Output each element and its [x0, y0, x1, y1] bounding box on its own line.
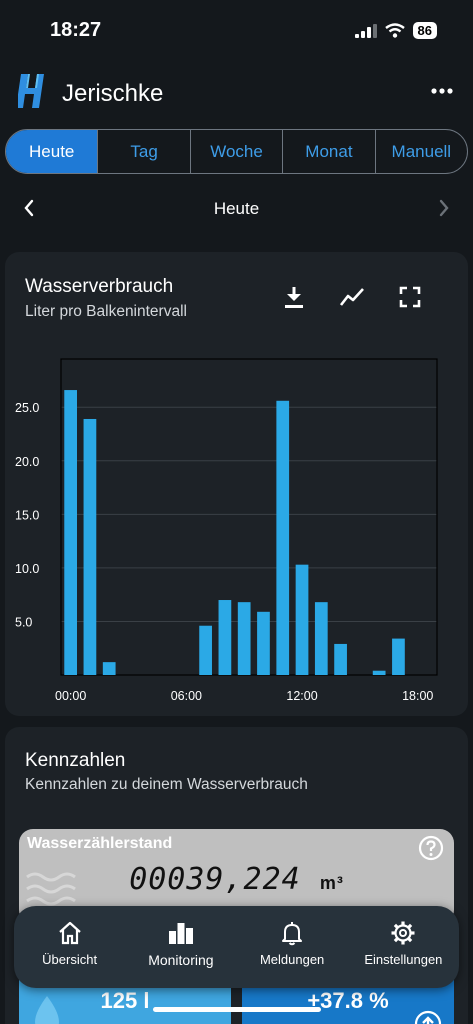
nav-uebersicht-label: Übersicht	[42, 952, 98, 967]
nav-uebersicht[interactable]: Übersicht	[14, 906, 125, 988]
line-chart-icon[interactable]	[339, 284, 365, 310]
period-segmented-control: Heute Tag Woche Monat Manuell	[5, 129, 468, 174]
bar-chart-icon	[168, 923, 193, 944]
nav-meldungen[interactable]: Meldungen	[237, 906, 348, 988]
home-indicator	[153, 1007, 321, 1012]
chevron-left-icon[interactable]	[22, 198, 36, 218]
chart-bar	[314, 602, 328, 675]
x-tick-label: 18:00	[402, 689, 433, 703]
kpi-subtitle: Kennzahlen zu deinem Wasserverbrauch	[25, 776, 308, 793]
battery-indicator: 86	[412, 22, 437, 39]
nav-monitoring-label: Monitoring	[148, 952, 214, 968]
chart-bar	[83, 418, 97, 675]
bell-icon	[282, 922, 303, 946]
nav-meldungen-label: Meldungen	[259, 952, 325, 967]
download-icon[interactable]	[281, 284, 307, 310]
consumption-value: 125 l	[100, 988, 150, 1013]
tab-heute[interactable]: Heute	[6, 130, 99, 173]
y-tick-label: 10.0	[15, 562, 39, 576]
bottom-navigation: Übersicht Monitoring Meldungen Ein	[14, 906, 459, 988]
x-tick-label: 00:00	[55, 689, 86, 703]
chart-bar	[64, 390, 78, 675]
y-tick-label: 25.0	[15, 401, 39, 415]
meter-reading: 00039,224 m³	[19, 862, 454, 897]
chart-bar	[295, 564, 309, 675]
tab-manuell[interactable]: Manuell	[391, 141, 452, 161]
chart-bar	[372, 670, 386, 675]
chart-bar	[334, 643, 347, 675]
status-bar: 18:27 86	[0, 0, 473, 62]
chart-bar	[276, 400, 290, 675]
app-logo-icon	[18, 74, 44, 108]
chevron-right-icon[interactable]	[437, 198, 451, 218]
nav-einstellungen[interactable]: Einstellungen	[348, 906, 459, 988]
signal-icon	[354, 23, 377, 38]
app-title: Jerischke	[62, 80, 164, 107]
tab-woche[interactable]: Woche	[191, 130, 284, 173]
chart-title: Wasserverbrauch	[25, 276, 174, 297]
date-navigation: Heute	[0, 190, 473, 226]
x-tick-label: 12:00	[286, 689, 317, 703]
wifi-icon	[384, 23, 405, 38]
help-icon[interactable]	[418, 835, 444, 861]
chart-subtitle: Liter pro Balkenintervall	[25, 303, 187, 320]
more-options-icon[interactable]	[431, 88, 453, 94]
kpi-title: Kennzahlen	[25, 750, 126, 771]
arrow-up-circle-icon	[414, 1010, 442, 1024]
date-label: Heute	[213, 199, 260, 218]
gear-icon	[391, 921, 415, 945]
home-icon	[58, 921, 81, 945]
meter-unit: m³	[319, 873, 344, 893]
water-drop-icon	[35, 996, 59, 1024]
chart-bar	[218, 600, 232, 675]
y-tick-label: 20.0	[15, 455, 39, 469]
status-icons: 86	[354, 22, 437, 39]
nav-monitoring[interactable]: Monitoring	[125, 906, 236, 988]
y-tick-label: 5.0	[15, 615, 32, 629]
meter-value: 00039,224	[129, 862, 301, 897]
x-tick-label: 06:00	[171, 689, 202, 703]
meter-label: Wasserzählerstand	[27, 835, 173, 852]
chart-bar	[102, 662, 116, 675]
chart-bar	[257, 611, 270, 675]
waves-icon	[26, 872, 76, 906]
status-time: 18:27	[50, 19, 102, 41]
y-tick-label: 15.0	[15, 508, 39, 522]
chart-bar	[392, 638, 405, 675]
tab-monat[interactable]: Monat	[283, 130, 376, 173]
fullscreen-icon[interactable]	[397, 284, 423, 310]
app-header: Jerischke	[0, 70, 473, 116]
water-consumption-chart: 5.0 10.0 15.0 20.0 25.0 00:00 06:00 12:00 18:00	[15, 358, 438, 703]
water-consumption-card: Wasserverbrauch Liter pro Balkeninterval…	[5, 252, 468, 716]
chart-bar	[199, 625, 212, 675]
nav-einstellungen-label: Einstellungen	[364, 952, 443, 967]
tab-tag[interactable]: Tag	[98, 130, 191, 173]
chart-bar	[237, 602, 251, 675]
